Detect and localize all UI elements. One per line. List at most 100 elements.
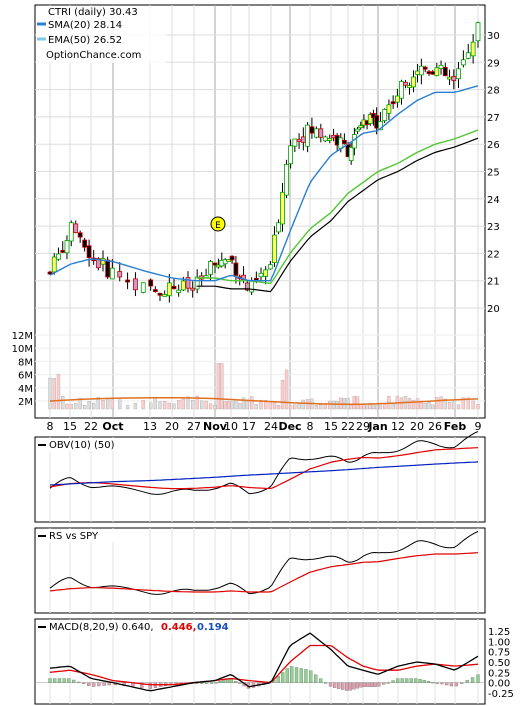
candle-body <box>233 262 239 276</box>
macd-tick-label: 0.75 <box>488 648 510 659</box>
candle-body <box>451 76 457 81</box>
macd-histogram-bar <box>200 682 204 684</box>
candle-body <box>133 278 138 291</box>
candle-body <box>470 41 476 57</box>
macd-histogram-bar <box>386 682 390 684</box>
price-tick-label: 28 <box>487 86 500 97</box>
macd-histogram-bar <box>440 682 444 685</box>
date-tick-label: 22 <box>341 420 355 433</box>
volume-bar <box>82 404 87 410</box>
candle-body <box>367 114 373 124</box>
candle-body <box>447 76 452 80</box>
macd-histogram-bar <box>373 682 377 687</box>
macd-histogram-bar <box>86 682 91 686</box>
macd-histogram-bar <box>148 682 152 689</box>
rs-label: RS vs SPY <box>49 531 99 542</box>
candle-body <box>125 279 130 283</box>
date-tick-label: Nov <box>203 420 228 433</box>
volume-bar <box>443 399 447 410</box>
volume-bar <box>158 401 162 410</box>
volume-bar <box>216 363 221 410</box>
legend-box <box>36 6 166 63</box>
candle-body <box>407 85 412 88</box>
volume-bar <box>241 397 246 410</box>
volume-bar <box>118 399 122 410</box>
candle-body <box>64 240 70 254</box>
price-tick-label: 23 <box>487 222 500 233</box>
volume-bar <box>106 398 110 410</box>
volume-axis: 12M 10M 8M 6M 4M 2M <box>12 331 33 408</box>
volume-bar <box>199 400 204 410</box>
candle-body <box>382 109 388 122</box>
macd-signal-line <box>49 644 479 686</box>
macd-histogram-bar <box>391 680 395 683</box>
candle-body <box>390 101 396 105</box>
candle-body <box>403 81 408 86</box>
candle-body <box>341 139 347 145</box>
volume-bar <box>56 374 61 410</box>
volume-bar <box>186 396 190 410</box>
volume-bar <box>153 397 157 410</box>
macd-histogram-bar <box>454 682 458 687</box>
volume-bar <box>355 396 360 410</box>
volume-bar <box>391 404 395 410</box>
candle-body <box>176 289 182 293</box>
macd-histogram-bar <box>352 682 356 690</box>
candle-body <box>208 261 213 275</box>
volume-bar <box>476 404 480 410</box>
volume-bar <box>362 404 366 410</box>
candle-body <box>465 52 471 59</box>
volume-bar <box>407 397 412 410</box>
macd-label: MACD(8,20,9) 0.640, <box>49 622 154 633</box>
macd-histogram-bar <box>234 681 238 683</box>
volume-bar <box>204 400 208 410</box>
macd-histogram-bar <box>48 678 52 683</box>
volume-tick-label: 6M <box>18 371 33 382</box>
macd-histogram-bar <box>102 682 106 686</box>
price-tick-label: 29 <box>487 58 500 69</box>
macd-histogram-bar <box>465 680 469 683</box>
macd-histogram-bar <box>304 669 308 683</box>
candle-body <box>438 64 444 69</box>
macd-histogram-bar <box>400 678 404 683</box>
volume-bar <box>181 398 185 410</box>
volume-bar <box>456 404 461 410</box>
volume-bar <box>259 399 263 410</box>
volume-bar <box>250 396 254 410</box>
date-tick-label: 20 <box>410 420 424 433</box>
candle-body <box>47 271 53 275</box>
volume-bar <box>427 402 431 410</box>
macd-tick-label: 1.25 <box>488 627 510 638</box>
volume-bar <box>288 405 293 410</box>
volume-bar <box>65 403 69 410</box>
volume-bar <box>365 405 369 410</box>
volume-bar <box>110 399 114 410</box>
macd-histogram-bar <box>377 682 381 687</box>
candle-body <box>82 239 88 248</box>
candle-body <box>95 258 101 269</box>
grid-lines <box>35 5 485 704</box>
candle-body <box>249 280 255 293</box>
macd-tick-label: -0.25 <box>488 689 514 700</box>
candle-body <box>309 126 315 134</box>
candle-body <box>358 125 364 129</box>
volume-average-line <box>49 396 479 406</box>
volume-bar <box>195 395 199 410</box>
candle-body <box>475 22 481 42</box>
volume-bar <box>141 400 145 410</box>
sma-legend-label: SMA(20) 28.14 <box>48 20 122 31</box>
macd-tick-label: 0.25 <box>488 668 510 679</box>
volume-bar <box>447 401 452 410</box>
macd-histogram-bar <box>341 682 345 690</box>
macd-histogram-bar <box>62 678 66 683</box>
macd-histogram-bar <box>449 682 454 687</box>
macd-histogram-bar <box>418 679 422 683</box>
price-tick-label: 30 <box>487 31 500 42</box>
macd-panel-frame <box>34 618 486 705</box>
volume-bar <box>96 396 100 410</box>
volume-bar <box>220 363 224 410</box>
obv-panel-frame <box>34 436 486 523</box>
volume-bar <box>471 400 475 410</box>
candle-body <box>411 76 416 88</box>
